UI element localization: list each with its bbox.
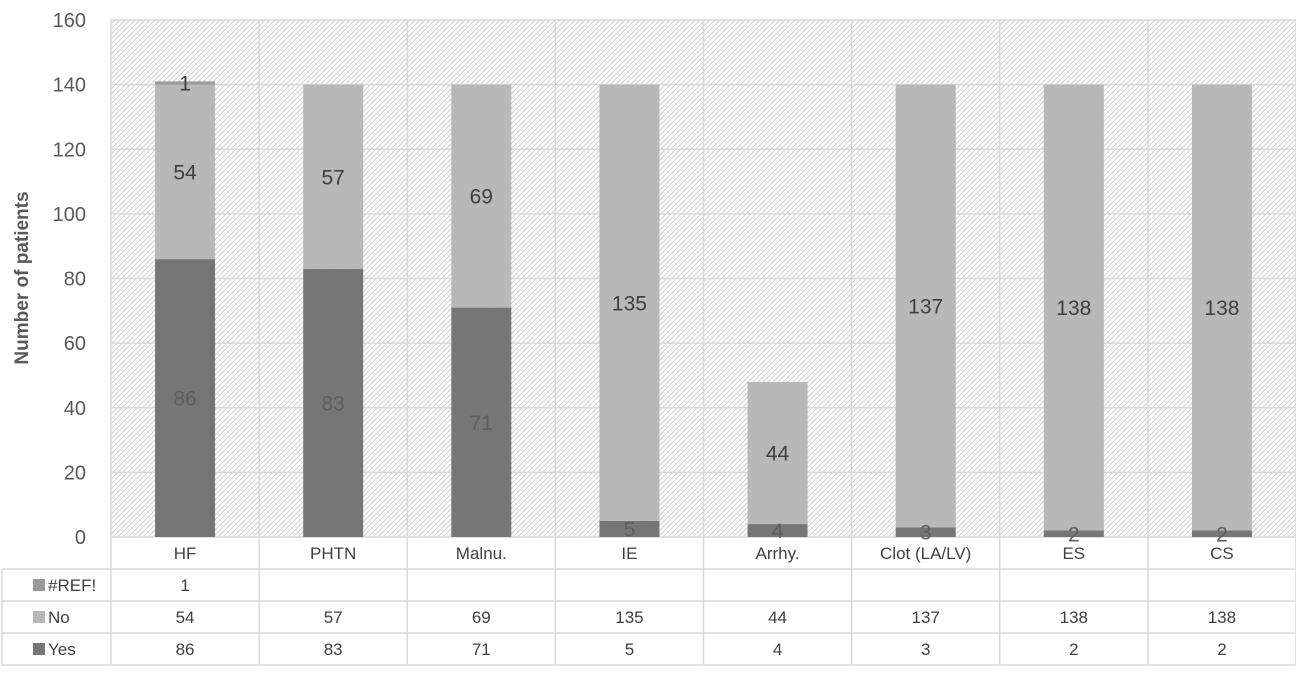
table-cell-value: 83: [324, 640, 343, 659]
bars: [155, 81, 1252, 537]
data-label: 2: [1068, 523, 1080, 546]
data-label: 44: [766, 443, 790, 466]
data-label: 83: [322, 392, 345, 415]
table-cell-value: 2: [1217, 640, 1226, 659]
x-category-label: Malnu.: [456, 544, 507, 563]
table-cell-value: 54: [176, 608, 195, 627]
y-axis-ticks: 0 20 40 60 80 100 120 140 160: [53, 10, 86, 549]
table-cell-value: 138: [1060, 608, 1088, 627]
table-cell-value: 5: [625, 640, 634, 659]
y-tick-label: 80: [64, 269, 86, 291]
table-cell-value: 86: [176, 640, 195, 659]
y-tick-label: 20: [64, 462, 86, 484]
bar-segment: [451, 84, 512, 308]
y-axis-title: Number of patients: [12, 191, 33, 364]
legend-key-label: No: [48, 608, 70, 627]
data-label: 138: [1056, 297, 1091, 320]
data-label: 71: [470, 412, 493, 435]
y-tick-label: 100: [53, 204, 86, 226]
legend-key-swatch: [33, 579, 45, 591]
x-category-label: ES: [1062, 544, 1085, 563]
table-cell-value: 4: [773, 640, 782, 659]
data-label: 3: [920, 522, 932, 545]
bar-segment: [451, 307, 512, 537]
table-cell-value: 57: [324, 608, 343, 627]
bar-segment: [747, 381, 808, 525]
data-label: 2: [1216, 523, 1228, 546]
y-tick-label: 160: [53, 10, 86, 32]
data-label: 69: [470, 186, 493, 209]
table-cell-value: 2: [1069, 640, 1078, 659]
bar-segment: [1043, 84, 1104, 531]
data-label: 54: [173, 161, 197, 184]
x-category-label: PHTN: [310, 544, 356, 563]
data-label: 57: [322, 166, 345, 189]
bar-segment: [155, 84, 216, 260]
y-tick-label: 120: [53, 139, 86, 161]
legend-key-label: Yes: [48, 640, 76, 659]
y-tick-label: 140: [53, 75, 86, 97]
x-category-label: HF: [174, 544, 197, 563]
data-label: 137: [908, 296, 943, 319]
bar-segment: [303, 84, 364, 269]
bar-segment: [155, 81, 216, 85]
bar-segment: [895, 527, 956, 537]
data-label: 138: [1204, 297, 1239, 320]
table-cell-value: 137: [912, 608, 940, 627]
table-cell-value: 44: [768, 608, 787, 627]
legend-key-label: #REF!: [48, 576, 96, 595]
data-table: HF PHTN Malnu. IE Arrhy. Clot (LA/LV) ES CS #REF…: [1, 537, 1296, 666]
bar-segment: [155, 259, 216, 537]
bar-segment: [599, 520, 660, 537]
data-label: 5: [624, 518, 636, 541]
table-cell-value: 3: [921, 640, 930, 659]
data-label: 135: [612, 292, 647, 315]
table-cell-value: 135: [615, 608, 643, 627]
bar-segment: [1191, 84, 1252, 531]
y-tick-label: 0: [75, 527, 86, 549]
bar-segment: [895, 84, 956, 528]
bar-segment: [599, 84, 660, 521]
x-category-label: Clot (LA/LV): [880, 544, 971, 563]
bar-segment: [747, 524, 808, 537]
x-category-label: CS: [1210, 544, 1234, 563]
x-category-label: Arrhy.: [756, 544, 800, 563]
y-tick-label: 40: [64, 398, 86, 420]
legend-key-swatch: [33, 611, 45, 623]
data-label: 86: [173, 388, 196, 411]
data-label: 4: [772, 520, 784, 543]
bar-segment: [1043, 530, 1104, 537]
bar-segment: [303, 268, 364, 537]
y-tick-label: 60: [64, 333, 86, 355]
x-category-label: IE: [621, 544, 637, 563]
table-cell-value: 1: [180, 576, 189, 595]
data-label: 1: [179, 73, 191, 96]
table-cell-value: 138: [1208, 608, 1236, 627]
legend-key-swatch: [33, 643, 45, 655]
bar-segment: [1191, 530, 1252, 537]
table-cell-value: 69: [472, 608, 491, 627]
table-cell-value: 71: [472, 640, 491, 659]
